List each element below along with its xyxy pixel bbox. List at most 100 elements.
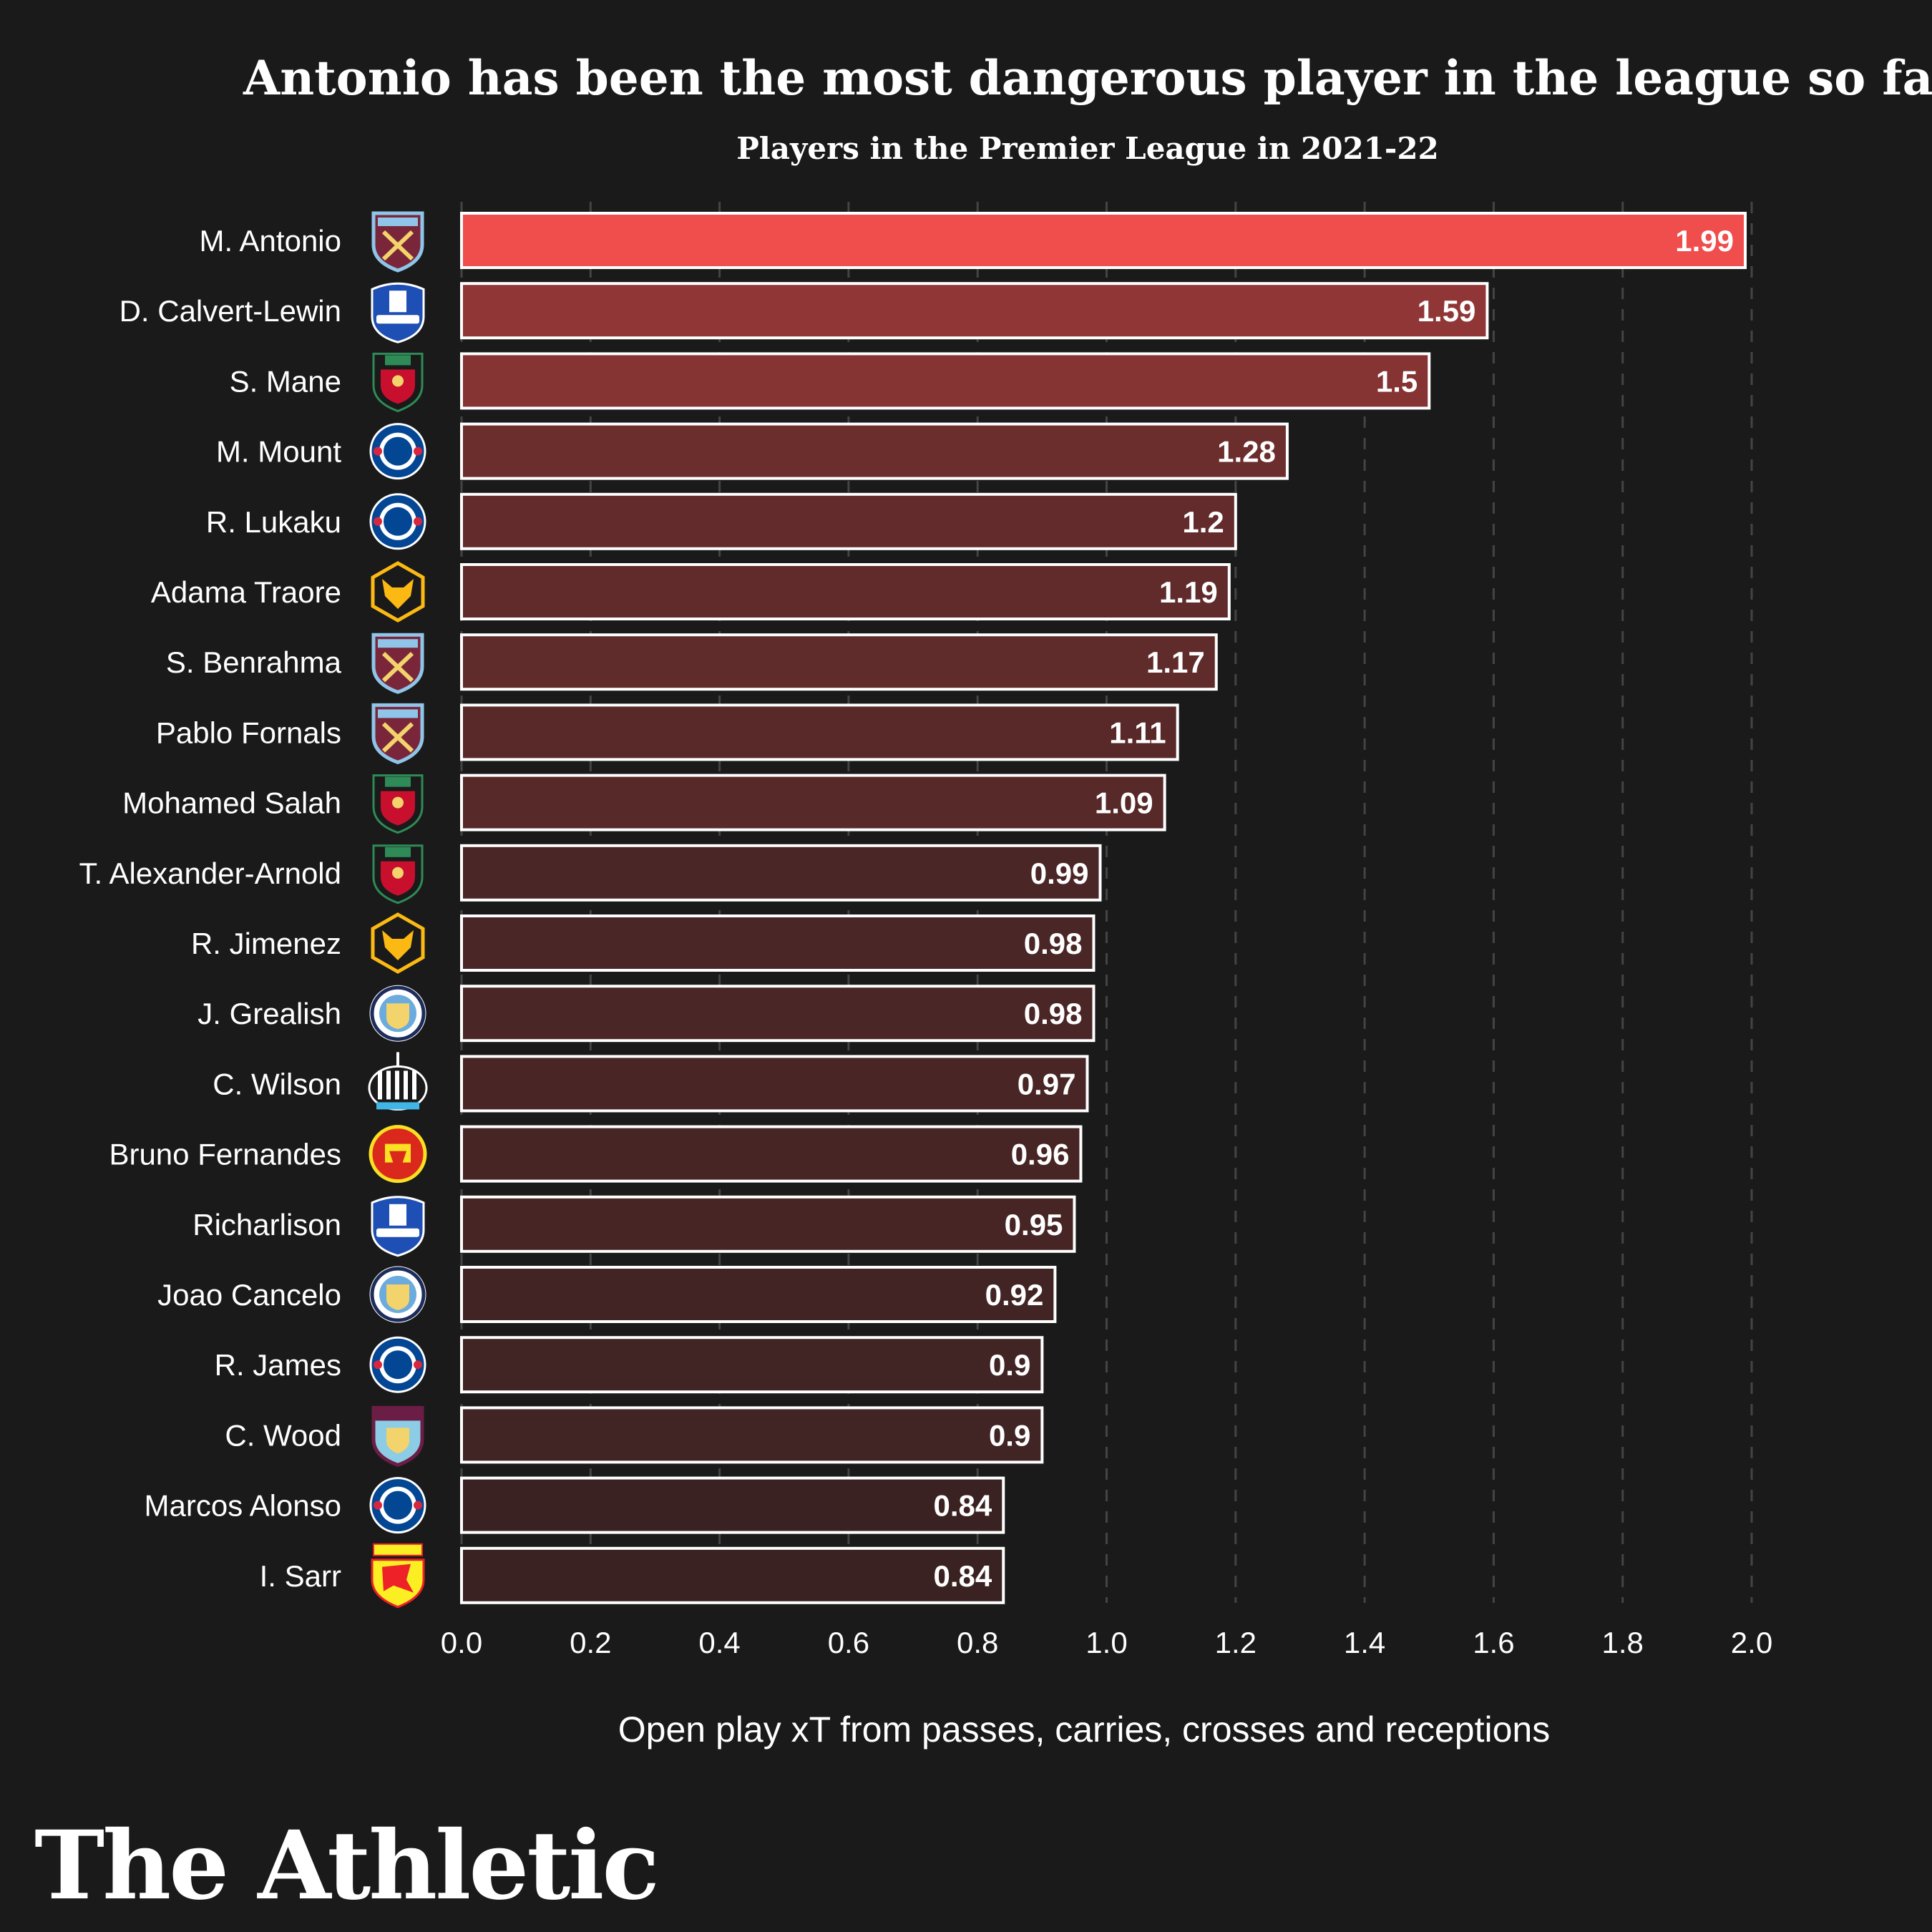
bar-row: 0.97 C. Wilson bbox=[213, 1052, 1089, 1113]
bar-value-label: 0.97 bbox=[1018, 1067, 1076, 1101]
chart-title: Antonio has been the most dangerous play… bbox=[243, 50, 1932, 106]
player-name-label: Marcos Alonso bbox=[145, 1489, 341, 1523]
bars: 1.99 M. Antonio 1.59 D. Calvert-Lewin 1.5 S. … bbox=[79, 211, 1747, 1609]
bar-row: 1.09 Mohamed Salah bbox=[122, 774, 1166, 834]
player-name-label: S. Mane bbox=[230, 364, 341, 398]
x-tick-label: 0.6 bbox=[828, 1626, 869, 1659]
x-tick-label: 1.0 bbox=[1085, 1626, 1127, 1659]
bar-value-label: 1.59 bbox=[1418, 294, 1476, 328]
player-name-label: J. Grealish bbox=[197, 997, 341, 1030]
newcastle-crest-icon bbox=[368, 1052, 428, 1111]
player-name-label: D. Calvert-Lewin bbox=[119, 294, 341, 328]
x-tick-label: 0.0 bbox=[441, 1626, 482, 1659]
man-united-crest-icon bbox=[369, 1125, 427, 1184]
x-tick-label: 0.2 bbox=[570, 1626, 611, 1659]
x-tick-label: 1.8 bbox=[1602, 1626, 1644, 1659]
bar bbox=[460, 1406, 1044, 1464]
watford-crest-icon bbox=[371, 1543, 425, 1609]
bar bbox=[460, 1476, 1005, 1534]
chelsea-crest-icon bbox=[369, 423, 426, 480]
player-name-label: R. Lukaku bbox=[206, 505, 341, 539]
bar bbox=[460, 1195, 1076, 1253]
x-tick-label: 2.0 bbox=[1731, 1626, 1772, 1659]
x-tick-label: 1.4 bbox=[1344, 1626, 1385, 1659]
burnley-crest-icon bbox=[371, 1405, 424, 1468]
bar-value-label: 1.11 bbox=[1109, 716, 1166, 749]
bar-row: 0.9 C. Wood bbox=[225, 1405, 1044, 1468]
bar-row: 0.98 J. Grealish bbox=[197, 985, 1096, 1043]
player-name-label: T. Alexander-Arnold bbox=[79, 857, 341, 890]
player-name-label: R. Jimenez bbox=[191, 927, 341, 960]
player-name-label: Adama Traore bbox=[151, 575, 341, 609]
west-ham-crest-icon bbox=[371, 633, 424, 694]
west-ham-crest-icon bbox=[371, 703, 424, 765]
bar-value-label: 0.99 bbox=[1030, 857, 1089, 890]
player-name-label: M. Mount bbox=[216, 435, 341, 469]
x-axis-label: Open play xT from passes, carries, cross… bbox=[618, 1709, 1551, 1750]
player-name-label: Richarlison bbox=[192, 1208, 341, 1241]
wolves-crest-icon bbox=[371, 561, 425, 623]
bar bbox=[460, 1125, 1083, 1183]
chelsea-crest-icon bbox=[369, 1477, 426, 1534]
liverpool-crest-icon bbox=[372, 352, 424, 412]
player-name-label: S. Benrahma bbox=[166, 645, 342, 679]
bar-value-label: 0.84 bbox=[934, 1489, 992, 1523]
bar bbox=[460, 1546, 1005, 1604]
man-city-crest-icon bbox=[369, 1266, 426, 1323]
liverpool-crest-icon bbox=[372, 774, 424, 834]
player-name-label: R. James bbox=[215, 1348, 341, 1382]
bar-row: 0.92 Joao Cancelo bbox=[157, 1266, 1057, 1323]
player-name-label: Bruno Fernandes bbox=[109, 1138, 341, 1171]
bar-row: 1.19 Adama Traore bbox=[151, 561, 1231, 623]
x-tick-label: 1.2 bbox=[1215, 1626, 1257, 1659]
bar-row: 1.17 S. Benrahma bbox=[166, 633, 1218, 694]
bar-row: 1.28 M. Mount bbox=[216, 422, 1289, 480]
chelsea-crest-icon bbox=[369, 493, 426, 550]
bar bbox=[460, 1336, 1044, 1394]
bar-value-label: 0.92 bbox=[985, 1278, 1044, 1312]
x-tick-label: 0.8 bbox=[957, 1626, 998, 1659]
bar-value-label: 0.96 bbox=[1011, 1138, 1070, 1171]
bar-chart: 1.99 M. Antonio 1.59 D. Calvert-Lewin 1.5 S. … bbox=[79, 202, 1772, 1659]
bar bbox=[460, 774, 1166, 831]
bar-row: 0.9 R. James bbox=[215, 1336, 1044, 1394]
x-axis-ticks: 0.0 0.2 0.4 0.6 0.8 1.0 1.2 1.4 1.6 1.8 2.0 bbox=[441, 1626, 1772, 1659]
player-name-label: Joao Cancelo bbox=[157, 1278, 341, 1312]
bar-row: 0.99 T. Alexander-Arnold bbox=[79, 844, 1102, 904]
player-name-label: C. Wilson bbox=[213, 1067, 341, 1101]
west-ham-crest-icon bbox=[371, 211, 424, 273]
bar bbox=[460, 492, 1237, 550]
x-tick-label: 1.6 bbox=[1473, 1626, 1514, 1659]
bar-value-label: 1.99 bbox=[1675, 224, 1734, 258]
bar-value-label: 1.09 bbox=[1095, 786, 1153, 820]
player-name-label: M. Antonio bbox=[200, 224, 341, 258]
bar-row: 1.2 R. Lukaku bbox=[206, 492, 1237, 550]
bar bbox=[460, 1055, 1089, 1113]
bar-value-label: 1.19 bbox=[1159, 575, 1218, 609]
bar-value-label: 1.2 bbox=[1182, 505, 1224, 539]
bar-row: 0.98 R. Jimenez bbox=[191, 912, 1096, 974]
bar-value-label: 0.9 bbox=[989, 1418, 1030, 1452]
player-name-label: I. Sarr bbox=[260, 1559, 341, 1593]
bar bbox=[460, 563, 1231, 620]
bar bbox=[460, 914, 1096, 972]
bar bbox=[460, 844, 1102, 902]
bar bbox=[460, 633, 1218, 691]
everton-crest-icon bbox=[371, 1196, 425, 1257]
bar-row: 1.5 S. Mane bbox=[230, 352, 1431, 412]
bar bbox=[460, 282, 1489, 340]
player-name-label: C. Wood bbox=[225, 1418, 341, 1452]
wolves-crest-icon bbox=[371, 912, 425, 974]
bar-row: 0.95 Richarlison bbox=[192, 1195, 1076, 1257]
bar-row: 1.11 Pablo Fornals bbox=[156, 703, 1179, 765]
bar bbox=[460, 212, 1747, 269]
man-city-crest-icon bbox=[369, 985, 426, 1042]
bar bbox=[460, 422, 1289, 480]
chelsea-crest-icon bbox=[369, 1336, 426, 1393]
bar-value-label: 0.84 bbox=[934, 1559, 992, 1593]
bar-value-label: 0.98 bbox=[1024, 997, 1083, 1030]
bar-row: 1.99 M. Antonio bbox=[200, 211, 1747, 273]
bar-row: 1.59 D. Calvert-Lewin bbox=[119, 282, 1489, 343]
bar-row: 0.84 Marcos Alonso bbox=[145, 1476, 1005, 1534]
chart-subtitle: Players in the Premier League in 2021-22 bbox=[736, 131, 1439, 166]
